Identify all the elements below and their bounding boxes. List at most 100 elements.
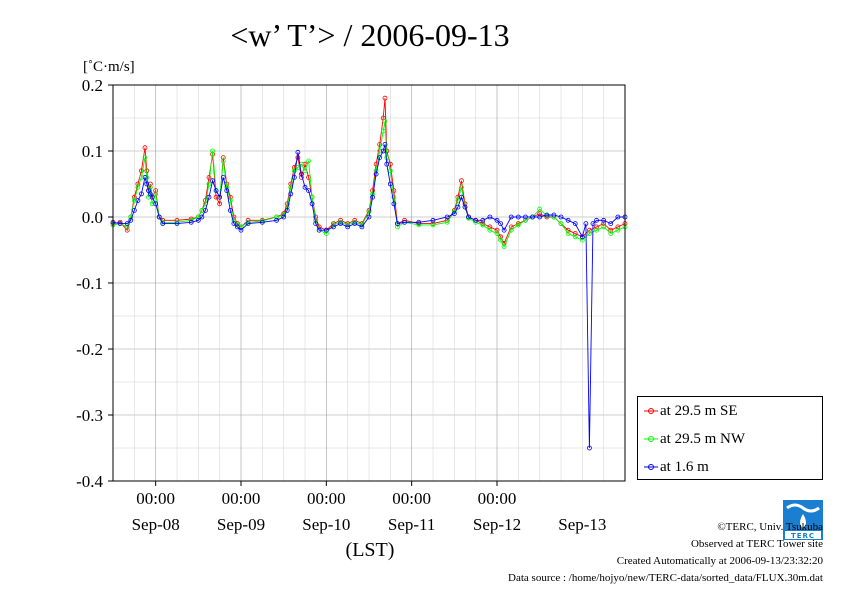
series-point <box>199 214 205 220</box>
series-point <box>608 231 614 236</box>
y-tick-label: -0.1 <box>76 274 103 293</box>
date-label: Sep-10 <box>302 515 350 534</box>
series-point <box>377 141 383 147</box>
series-point <box>501 227 507 233</box>
date-label: Sep-08 <box>132 515 180 534</box>
series-point <box>291 165 297 170</box>
series-point <box>206 174 212 180</box>
logo-text: TERC <box>791 532 815 540</box>
series-point <box>220 158 226 164</box>
series-point <box>466 214 471 220</box>
series-point <box>144 181 150 187</box>
series-point <box>206 181 212 187</box>
series-point <box>430 217 436 223</box>
series-point <box>382 95 388 101</box>
series-point <box>459 184 464 190</box>
series-point <box>480 222 486 228</box>
footer-copyright: ©TERC, Univ. Tsukuba <box>717 521 823 533</box>
series-point <box>366 209 372 215</box>
date-label: Sep-13 <box>558 515 606 534</box>
series-point <box>480 217 486 223</box>
series-point <box>594 217 599 223</box>
series-point <box>459 178 464 184</box>
y-axis-label: [˚C·m/s] <box>83 59 135 75</box>
series-point <box>494 227 500 233</box>
series-point <box>583 221 589 227</box>
series-point <box>231 221 237 227</box>
footer-observed: Observed at TERC Tower site <box>690 538 823 550</box>
series-point <box>594 224 599 230</box>
series-point <box>494 231 500 236</box>
series-point <box>149 194 155 200</box>
series-point <box>416 222 422 228</box>
series-point <box>345 224 351 230</box>
series-point <box>139 168 144 174</box>
y-tick-label: -0.3 <box>76 406 103 425</box>
series-point <box>302 184 308 190</box>
series-point <box>291 168 297 174</box>
x-tick-label: 00:00 <box>307 489 346 508</box>
series-point <box>473 217 479 223</box>
series-point <box>313 221 319 227</box>
series-point <box>139 191 144 197</box>
x-axis-label: (LST) <box>346 539 395 561</box>
legend-label-1-6m: at 1.6 m <box>660 459 709 475</box>
series-point <box>299 171 304 177</box>
series-point <box>124 224 130 230</box>
series-point <box>139 174 144 180</box>
series-point <box>587 227 592 233</box>
date-label: Sep-11 <box>388 515 436 534</box>
series-point <box>380 128 386 134</box>
series-point <box>537 211 543 217</box>
series-point <box>135 198 141 203</box>
series-point <box>274 214 279 220</box>
series-point <box>387 181 393 187</box>
series-point <box>153 188 159 194</box>
series-point <box>359 224 365 230</box>
legend-label-nw: at 29.5 m NW <box>660 431 745 447</box>
series-point <box>316 227 322 233</box>
footer-created: Created Automatically at 2006-09-13/23:3… <box>616 555 823 567</box>
series-point <box>238 227 244 233</box>
series-point <box>238 224 244 230</box>
series-point <box>142 174 148 180</box>
series-point <box>117 221 123 227</box>
series-point <box>572 221 578 227</box>
series-point <box>366 214 372 220</box>
terc-logo: TERC <box>783 500 823 540</box>
series-point <box>444 219 450 225</box>
series-point <box>508 227 514 233</box>
series-point <box>195 217 201 223</box>
series-point <box>523 217 528 223</box>
series-point <box>572 234 578 240</box>
series-point <box>462 204 468 210</box>
series-point <box>128 217 134 223</box>
series-point <box>579 237 585 243</box>
y-tick-label: 0.2 <box>82 76 103 95</box>
series-point <box>487 227 493 233</box>
series-point <box>601 221 607 227</box>
legend-item-1-6m: at 1.6 m <box>638 457 822 477</box>
series-point <box>565 217 571 223</box>
series-point <box>160 221 166 227</box>
series-point <box>147 181 153 187</box>
x-tick-label: 00:00 <box>222 489 261 508</box>
chart-title: <w’ T’> / 2006-09-13 <box>230 17 509 53</box>
series-point <box>494 217 500 223</box>
series-point <box>608 227 614 233</box>
series-point <box>530 214 535 220</box>
series-point <box>309 201 315 207</box>
series-point <box>213 188 219 194</box>
series-point <box>615 227 621 233</box>
series-point <box>501 244 507 250</box>
series-point <box>377 148 383 154</box>
series-point <box>558 214 564 220</box>
series-point <box>338 221 343 227</box>
series-point <box>391 201 397 207</box>
series-point <box>224 188 230 194</box>
series-point <box>195 214 201 220</box>
series-point <box>188 219 194 225</box>
series-point <box>220 155 226 161</box>
series-point <box>395 224 400 230</box>
series-point <box>142 155 148 161</box>
